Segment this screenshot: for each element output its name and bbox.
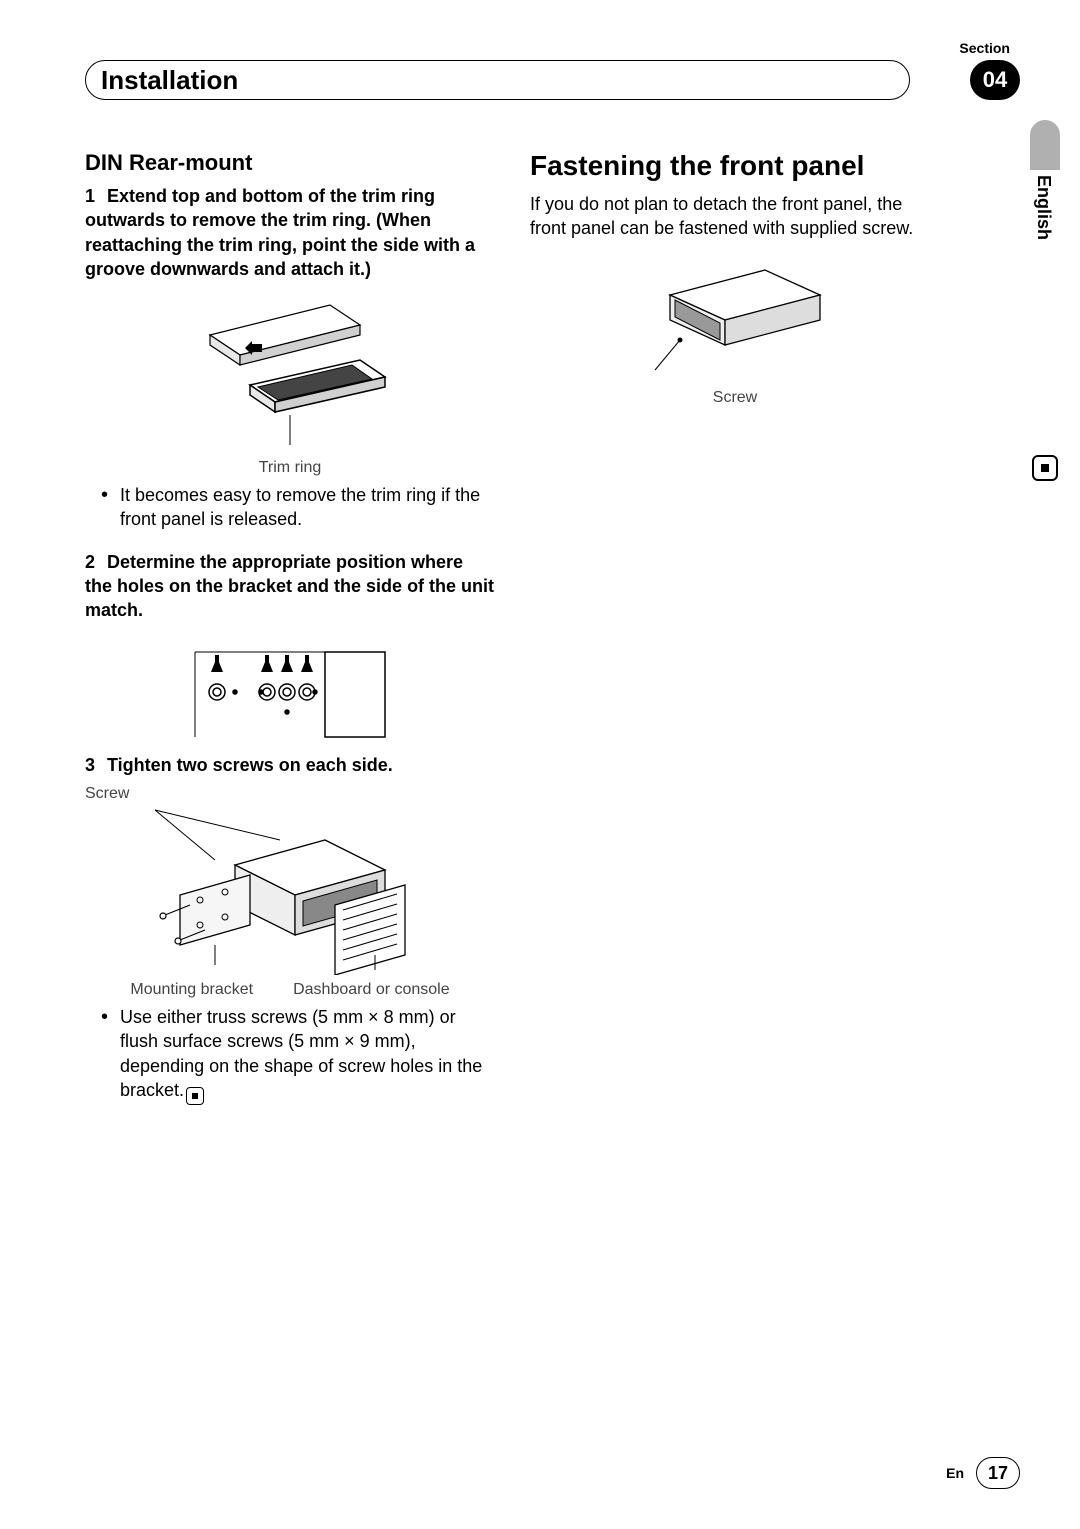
figure-mounting <box>85 805 495 975</box>
figure-mounting-label-right: Dashboard or console <box>293 981 450 999</box>
figure-fastening: Screw <box>530 255 940 407</box>
step-2-number: 2 <box>85 550 107 574</box>
mounting-illustration <box>125 805 455 975</box>
bullet-trim-ring-text: It becomes easy to remove the trim ring … <box>120 483 495 532</box>
step-2-text: Determine the appropriate position where… <box>85 552 494 621</box>
figure-trim-ring: Trim ring <box>85 295 495 477</box>
step-3: 3Tighten two screws on each side. <box>85 753 495 777</box>
fastening-body: If you do not plan to detach the front p… <box>530 192 940 241</box>
page-number: 17 <box>976 1457 1020 1489</box>
section-label: Section <box>959 40 1010 56</box>
footer-language: En <box>946 1465 964 1481</box>
step-2: 2Determine the appropriate position wher… <box>85 550 495 623</box>
step-1-text: Extend top and bottom of the trim ring o… <box>85 186 475 279</box>
section-number-badge: 04 <box>970 60 1020 100</box>
side-language-label: English <box>1033 175 1054 240</box>
figure-bracket-holes <box>85 637 495 747</box>
figure-mounting-label-left: Mounting bracket <box>130 981 253 999</box>
step-3-number: 3 <box>85 753 107 777</box>
fastening-illustration <box>635 255 835 385</box>
bullet-screw-text: Use either truss screws (5 mm × 8 mm) or… <box>120 1005 495 1105</box>
page-footer: En 17 <box>946 1457 1020 1489</box>
trim-ring-illustration <box>180 295 400 455</box>
page-header: Section Installation 04 <box>85 50 1020 110</box>
fastening-heading: Fastening the front panel <box>530 150 940 182</box>
figure-screws-label-top: Screw <box>85 785 495 803</box>
step-1: 1Extend top and bottom of the trim ring … <box>85 184 495 281</box>
header-title: Installation <box>101 65 238 96</box>
header-pill: Installation <box>85 60 910 100</box>
side-language-tab <box>1030 120 1060 170</box>
content-columns: DIN Rear-mount 1Extend top and bottom of… <box>85 150 1020 1123</box>
step-1-number: 1 <box>85 184 107 208</box>
step-3-text: Tighten two screws on each side. <box>107 755 393 775</box>
bracket-holes-illustration <box>185 637 395 747</box>
section-end-icon <box>1032 455 1058 481</box>
figure-trim-ring-caption: Trim ring <box>85 459 495 477</box>
din-rear-mount-heading: DIN Rear-mount <box>85 150 495 176</box>
figure-mounting-labels: Mounting bracket Dashboard or console <box>85 981 495 999</box>
right-column: Fastening the front panel If you do not … <box>530 150 940 1123</box>
figure-fastening-caption: Screw <box>530 389 940 407</box>
left-column: DIN Rear-mount 1Extend top and bottom of… <box>85 150 495 1123</box>
bullet-trim-ring-note: It becomes easy to remove the trim ring … <box>101 483 495 532</box>
bullet-screw-note: Use either truss screws (5 mm × 8 mm) or… <box>101 1005 495 1105</box>
section-end-inline-icon <box>186 1087 204 1105</box>
